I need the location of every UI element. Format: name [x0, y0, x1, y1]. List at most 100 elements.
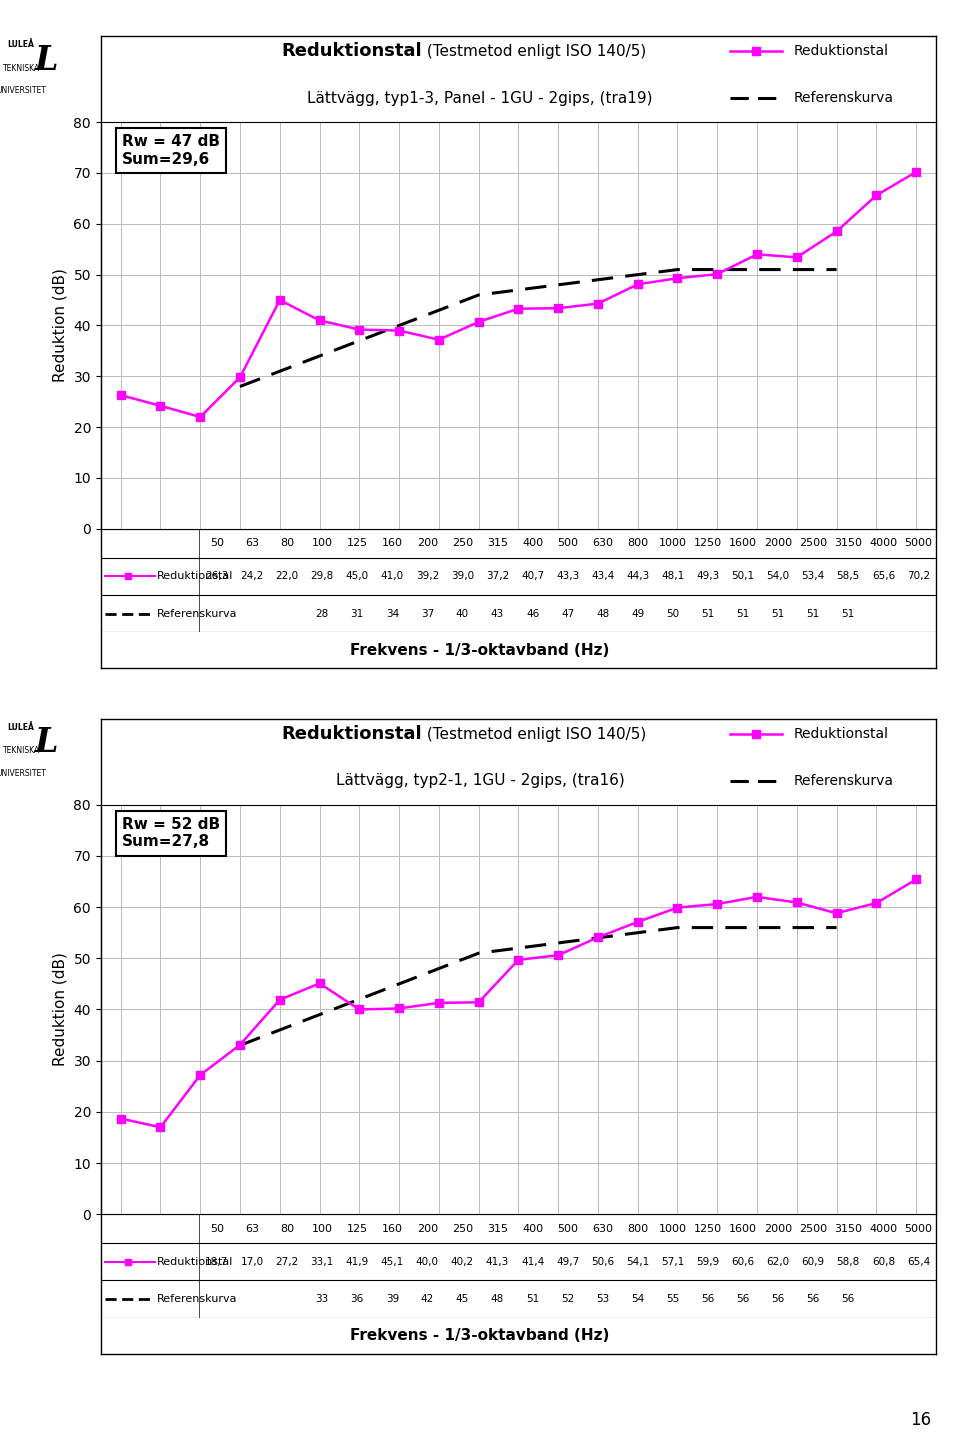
Text: 5000: 5000 — [904, 539, 932, 547]
Text: 80: 80 — [280, 1224, 294, 1233]
Text: 630: 630 — [592, 539, 613, 547]
Text: 400: 400 — [522, 539, 543, 547]
Text: 51: 51 — [702, 609, 714, 618]
Text: Reduktionstal: Reduktionstal — [794, 45, 889, 59]
Text: 315: 315 — [487, 1224, 508, 1233]
Text: 33,1: 33,1 — [310, 1257, 334, 1266]
Text: 58,5: 58,5 — [837, 572, 860, 581]
Text: Referenskurva: Referenskurva — [157, 1295, 237, 1303]
Text: 40,2: 40,2 — [451, 1257, 474, 1266]
Text: 22,0: 22,0 — [276, 572, 299, 581]
Text: 800: 800 — [627, 1224, 648, 1233]
Text: 59,9: 59,9 — [696, 1257, 720, 1266]
Text: 43,3: 43,3 — [556, 572, 579, 581]
Text: 62,0: 62,0 — [767, 1257, 790, 1266]
Text: 56: 56 — [842, 1295, 855, 1303]
Text: 46: 46 — [526, 609, 540, 618]
Text: Lättvägg, typ1-3, Panel - 1GU - 2gips, (tra19): Lättvägg, typ1-3, Panel - 1GU - 2gips, (… — [307, 91, 653, 105]
Text: 47: 47 — [561, 609, 574, 618]
Text: 56: 56 — [702, 1295, 714, 1303]
Text: 48: 48 — [596, 609, 610, 618]
Text: 51: 51 — [806, 609, 820, 618]
Text: Frekvens - 1/3-oktavband (Hz): Frekvens - 1/3-oktavband (Hz) — [350, 642, 610, 658]
Text: 60,9: 60,9 — [802, 1257, 825, 1266]
Text: 50,1: 50,1 — [732, 572, 755, 581]
Text: 1600: 1600 — [729, 1224, 757, 1233]
Text: 42: 42 — [420, 1295, 434, 1303]
Text: 56: 56 — [806, 1295, 820, 1303]
Text: 54,0: 54,0 — [767, 572, 790, 581]
Text: 50: 50 — [210, 1224, 224, 1233]
Text: 50,6: 50,6 — [591, 1257, 614, 1266]
Text: Referenskurva: Referenskurva — [794, 91, 894, 105]
Text: 60,8: 60,8 — [872, 1257, 895, 1266]
Text: 63: 63 — [245, 539, 259, 547]
Text: 3150: 3150 — [834, 1224, 862, 1233]
Text: 39: 39 — [386, 1295, 399, 1303]
Text: 60,6: 60,6 — [732, 1257, 755, 1266]
Text: 17,0: 17,0 — [240, 1257, 264, 1266]
Text: 630: 630 — [592, 1224, 613, 1233]
Text: 51: 51 — [526, 1295, 540, 1303]
Text: UNIVERSITET: UNIVERSITET — [0, 86, 46, 95]
Text: 160: 160 — [382, 539, 403, 547]
Text: 39,2: 39,2 — [416, 572, 439, 581]
Text: 1250: 1250 — [694, 1224, 722, 1233]
Text: 3150: 3150 — [834, 539, 862, 547]
Text: Rw = 52 dB
Sum=27,8: Rw = 52 dB Sum=27,8 — [122, 818, 220, 849]
Text: 100: 100 — [312, 539, 332, 547]
Text: UNIVERSITET: UNIVERSITET — [0, 769, 46, 777]
Text: 41,4: 41,4 — [521, 1257, 544, 1266]
Text: 63: 63 — [245, 1224, 259, 1233]
Text: 37: 37 — [420, 609, 434, 618]
Text: 41,0: 41,0 — [381, 572, 404, 581]
Y-axis label: Reduktion (dB): Reduktion (dB) — [53, 953, 68, 1066]
Text: 51: 51 — [772, 609, 784, 618]
Text: 53,4: 53,4 — [802, 572, 825, 581]
Text: 2500: 2500 — [799, 539, 828, 547]
Text: Rw = 47 dB
Sum=29,6: Rw = 47 dB Sum=29,6 — [122, 134, 220, 167]
Text: 45,1: 45,1 — [381, 1257, 404, 1266]
Text: 500: 500 — [557, 539, 578, 547]
Text: 45,0: 45,0 — [346, 572, 369, 581]
Text: 250: 250 — [452, 539, 473, 547]
Text: 41,3: 41,3 — [486, 1257, 509, 1266]
Text: 315: 315 — [487, 539, 508, 547]
Text: 37,2: 37,2 — [486, 572, 509, 581]
Text: 58,8: 58,8 — [837, 1257, 860, 1266]
Text: 18,7: 18,7 — [205, 1257, 228, 1266]
Text: 39,0: 39,0 — [451, 572, 474, 581]
Text: 160: 160 — [382, 1224, 403, 1233]
Text: 50: 50 — [666, 609, 680, 618]
Text: 40,0: 40,0 — [416, 1257, 439, 1266]
Text: 125: 125 — [347, 1224, 368, 1233]
Text: 57,1: 57,1 — [661, 1257, 684, 1266]
Text: 29,8: 29,8 — [310, 572, 334, 581]
Text: 100: 100 — [312, 1224, 332, 1233]
Text: 4000: 4000 — [870, 1224, 898, 1233]
Text: 43: 43 — [491, 609, 504, 618]
Text: (Testmetod enligt ISO 140/5): (Testmetod enligt ISO 140/5) — [422, 727, 647, 741]
Text: 48,1: 48,1 — [661, 572, 684, 581]
Text: 2000: 2000 — [764, 539, 792, 547]
Text: 80: 80 — [280, 539, 294, 547]
Text: 51: 51 — [842, 609, 855, 618]
Text: 24,2: 24,2 — [240, 572, 264, 581]
Text: 48: 48 — [491, 1295, 504, 1303]
Text: 54,1: 54,1 — [626, 1257, 650, 1266]
Text: 44,3: 44,3 — [626, 572, 650, 581]
Text: 1000: 1000 — [659, 1224, 687, 1233]
Text: 70,2: 70,2 — [907, 572, 930, 581]
Text: 53: 53 — [596, 1295, 610, 1303]
Text: Referenskurva: Referenskurva — [157, 609, 237, 618]
Text: Reduktionstal: Reduktionstal — [157, 572, 233, 581]
Text: 33: 33 — [316, 1295, 328, 1303]
Text: 40: 40 — [456, 609, 469, 618]
Text: 52: 52 — [561, 1295, 574, 1303]
Text: 36: 36 — [350, 1295, 364, 1303]
Text: 50: 50 — [210, 539, 224, 547]
Text: LULEÅ: LULEÅ — [8, 40, 35, 49]
Text: 34: 34 — [386, 609, 399, 618]
Text: 2000: 2000 — [764, 1224, 792, 1233]
Text: Reduktionstal: Reduktionstal — [282, 726, 422, 743]
